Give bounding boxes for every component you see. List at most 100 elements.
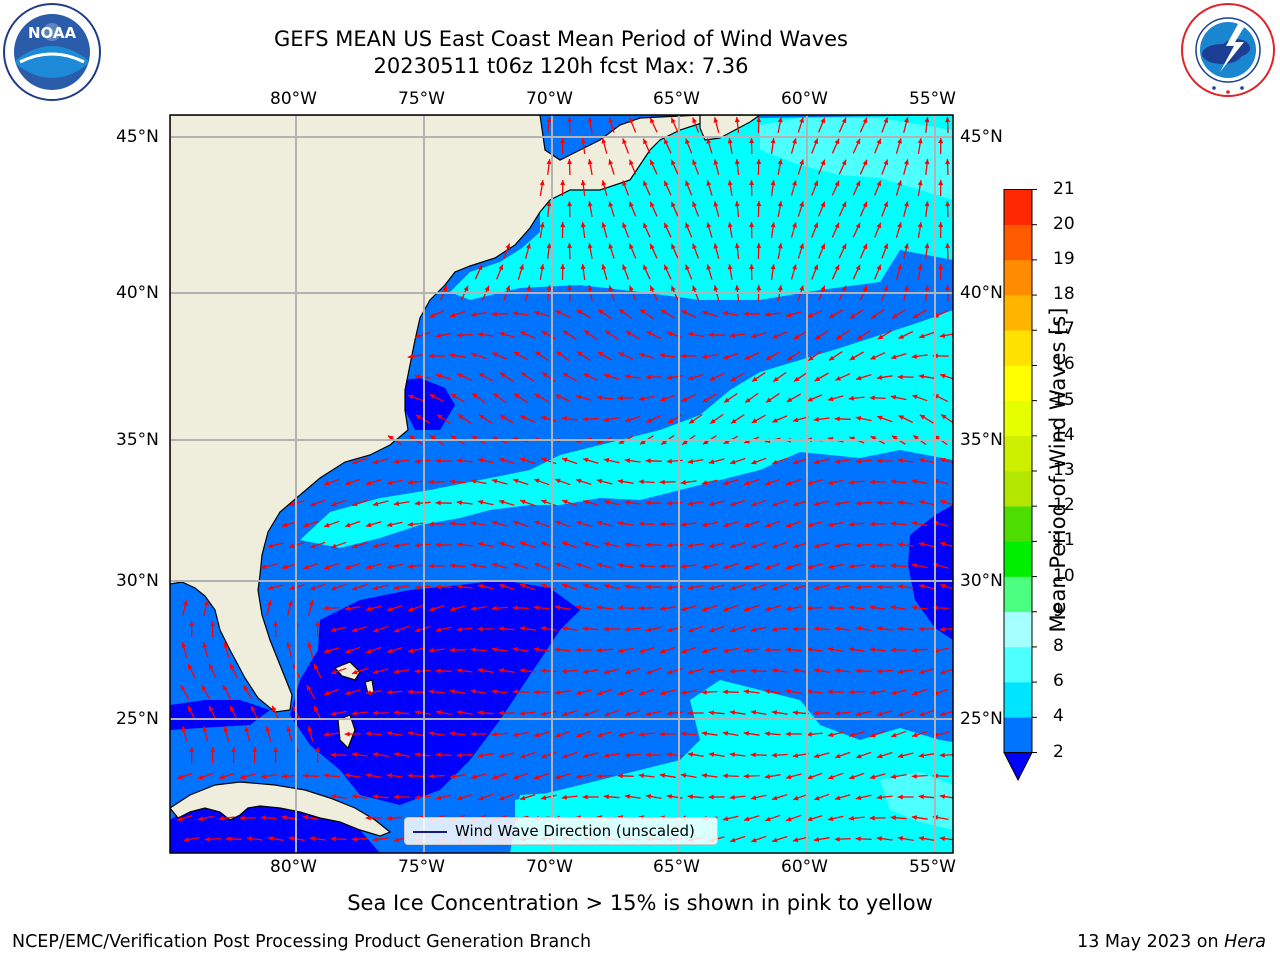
wave-direction-arrowhead (680, 690, 687, 695)
wave-direction-arrowhead (567, 243, 573, 249)
wave-direction-arrowhead (352, 627, 358, 633)
wave-direction-arrowhead (876, 180, 882, 187)
wave-direction-arrowhead (701, 354, 708, 359)
wave-direction-arrowhead (520, 753, 526, 759)
wave-direction-arrowhead (181, 642, 187, 648)
wave-direction-arrowhead (639, 352, 645, 358)
wave-direction-arrowhead (582, 626, 588, 632)
wave-direction-arrowhead (835, 753, 841, 759)
wave-direction-arrowhead (428, 521, 434, 527)
wave-direction-arrowhead (608, 159, 614, 165)
wave-direction-arrowhead (638, 396, 645, 401)
wave-direction-arrowhead (282, 522, 288, 528)
wave-direction-arrowhead (372, 669, 379, 675)
wave-direction-arrowhead (897, 669, 904, 674)
wave-direction-arrowhead (855, 416, 862, 421)
wave-direction-arrowhead (373, 627, 379, 633)
colorbar-band (1004, 506, 1032, 542)
wave-direction-arrowhead (771, 710, 778, 715)
wave-direction-arrowhead (428, 353, 434, 359)
wave-direction-arrowhead (323, 731, 329, 737)
wave-direction-arrowhead (330, 794, 337, 799)
wave-direction-arrowhead (539, 222, 545, 228)
wave-direction-arrowhead (282, 564, 288, 570)
wave-direction-arrowhead (771, 668, 777, 674)
wave-direction-arrowhead (862, 159, 868, 166)
wave-direction-arrowhead (493, 393, 499, 399)
wave-direction-arrowhead (834, 138, 840, 145)
wave-direction-arrowhead (608, 285, 614, 291)
wave-direction-arrowhead (622, 138, 627, 145)
wave-direction-arrowhead (324, 648, 330, 654)
wave-direction-arrowhead (345, 648, 351, 654)
wave-direction-arrowhead (387, 435, 394, 441)
wave-direction-arrowhead (365, 815, 371, 821)
wave-direction-arrowhead (848, 479, 854, 485)
wave-direction-arrowhead (477, 541, 484, 547)
colorbar-band (1004, 400, 1032, 437)
wave-direction-arrowhead (723, 480, 729, 486)
wave-direction-arrowhead (222, 685, 228, 691)
wave-direction-arrowhead (456, 626, 462, 632)
wave-direction-arrowhead (491, 478, 498, 484)
nws-logo (1181, 3, 1275, 97)
wave-direction-arrowhead (414, 500, 420, 506)
wave-direction-arrowhead (470, 479, 477, 484)
wave-direction-arrowhead (681, 310, 687, 315)
wave-direction-arrowhead (323, 773, 329, 779)
wave-direction-arrowhead (722, 816, 729, 822)
lon-tick-bottom: 75°W (398, 857, 445, 877)
wave-direction-arrowhead (499, 457, 505, 463)
wave-direction-arrowhead (624, 500, 630, 506)
wave-direction-arrowhead (841, 243, 847, 250)
wave-direction-arrowhead (793, 543, 799, 549)
wave-direction-arrowhead (345, 480, 351, 486)
wave-direction-arrowhead (512, 647, 519, 652)
wave-direction-arrowhead (792, 180, 797, 186)
wave-direction-arrowhead (188, 705, 193, 712)
wave-direction-arrowhead (387, 648, 393, 654)
wave-direction-arrowhead (281, 773, 287, 779)
wave-direction-arrowhead (554, 690, 561, 695)
wave-direction-arrowhead (940, 499, 946, 505)
wave-direction-arrowhead (918, 753, 925, 758)
colorbar-band (1004, 576, 1032, 613)
wave-direction-arrowhead (535, 351, 541, 357)
wave-direction-arrowhead (730, 837, 736, 843)
noaa-logo: NOAA (3, 3, 101, 101)
wave-direction-arrowhead (897, 264, 902, 270)
wave-direction-arrowhead (855, 458, 861, 464)
wave-direction-arrowhead (806, 689, 812, 695)
wave-direction-arrowhead (918, 499, 925, 505)
wave-direction-arrowhead (450, 312, 456, 318)
wave-direction-arrowhead (534, 732, 540, 738)
wave-direction-arrowhead (666, 542, 672, 548)
wave-direction-arrowhead (708, 501, 715, 507)
wave-direction-arrowhead (188, 663, 193, 670)
wave-direction-arrowhead (689, 418, 695, 424)
wave-direction-arrowhead (869, 690, 876, 695)
wave-direction-arrowhead (891, 435, 898, 441)
wave-direction-arrowhead (491, 689, 497, 695)
wave-direction-arrowhead (246, 836, 252, 842)
wave-direction-arrowhead (659, 479, 665, 485)
wave-direction-arrowhead (645, 458, 651, 464)
wave-direction-arrowhead (457, 373, 463, 378)
wave-direction-arrowhead (661, 439, 667, 445)
wave-direction-arrowhead (512, 732, 519, 738)
wave-direction-arrowhead (499, 499, 505, 505)
wave-direction-arrowhead (723, 564, 729, 570)
wave-direction-arrowhead (898, 415, 905, 420)
wave-direction-arrowhead (561, 794, 567, 800)
wave-direction-arrowhead (352, 501, 358, 507)
wave-direction-arrowhead (541, 583, 547, 589)
wave-direction-arrowhead (587, 201, 593, 207)
wave-direction-arrowhead (939, 752, 945, 758)
wave-direction-arrowhead (180, 685, 186, 691)
wave-direction-arrowhead (827, 689, 833, 695)
wave-direction-arrowhead (435, 584, 441, 590)
wave-direction-arrowhead (727, 138, 733, 144)
wave-direction-arrowhead (786, 397, 793, 402)
wave-direction-arrowhead (310, 543, 316, 549)
wave-direction-arrowhead (414, 458, 420, 464)
